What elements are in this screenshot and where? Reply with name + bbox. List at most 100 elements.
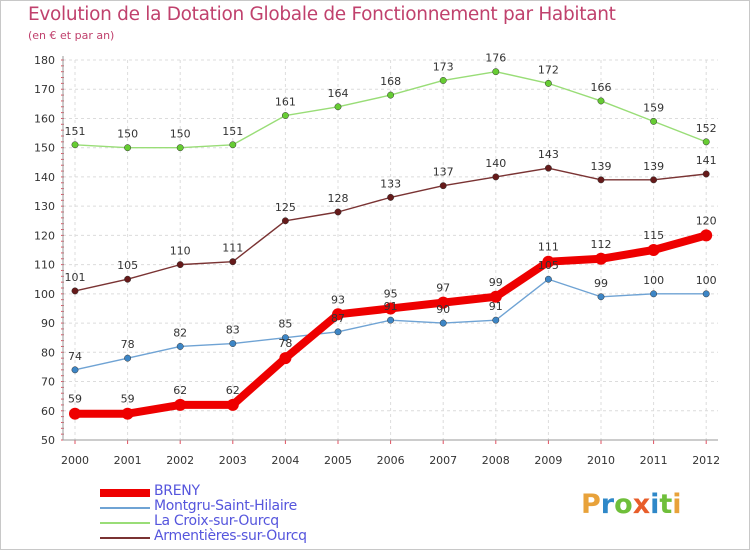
data-point bbox=[71, 141, 79, 149]
data-point bbox=[384, 302, 397, 315]
grid bbox=[63, 59, 718, 441]
data-label: 159 bbox=[643, 101, 664, 114]
data-label: 99 bbox=[489, 276, 503, 289]
legend-swatch bbox=[100, 537, 150, 539]
data-point bbox=[124, 354, 132, 362]
y-tick-label: 150 bbox=[34, 142, 55, 155]
x-tick-label: 2002 bbox=[166, 454, 194, 467]
data-label: 151 bbox=[65, 125, 86, 138]
x-tick-label: 2001 bbox=[114, 454, 142, 467]
data-point bbox=[332, 308, 344, 321]
data-label: 173 bbox=[433, 60, 454, 73]
data-label: 99 bbox=[594, 277, 608, 290]
data-label: 83 bbox=[226, 324, 240, 337]
data-label: 101 bbox=[65, 271, 86, 284]
data-point bbox=[334, 103, 342, 111]
data-point bbox=[597, 293, 605, 301]
logo-letter: t bbox=[659, 489, 673, 520]
data-point bbox=[702, 290, 710, 298]
data-point bbox=[492, 173, 500, 181]
data-labels: 151 150 150 151 161 164 168 173 176 172 166 159 152 1… bbox=[65, 52, 717, 406]
data-label: 59 bbox=[68, 393, 82, 406]
data-label: 172 bbox=[538, 63, 559, 76]
data-point bbox=[226, 398, 239, 411]
data-point bbox=[650, 290, 658, 298]
data-label: 111 bbox=[222, 242, 243, 255]
data-label: 100 bbox=[696, 274, 717, 287]
data-point bbox=[121, 407, 134, 420]
legend-label: Armentières-sur-Ourcq bbox=[154, 528, 307, 544]
y-tick-label: 50 bbox=[41, 434, 55, 447]
data-point bbox=[544, 275, 552, 283]
data-point bbox=[229, 141, 237, 149]
chart-subtitle: (en € et par an) bbox=[28, 29, 115, 42]
data-point bbox=[702, 138, 710, 146]
data-label: 74 bbox=[68, 350, 82, 363]
data-point bbox=[700, 229, 713, 242]
data-point bbox=[69, 407, 81, 420]
y-tick-label: 110 bbox=[34, 259, 55, 272]
data-point bbox=[650, 117, 658, 125]
x-tick-label: 2004 bbox=[271, 454, 299, 467]
data-point bbox=[439, 182, 447, 190]
data-point bbox=[71, 366, 79, 374]
data-label: 91 bbox=[384, 300, 398, 313]
logo-letter: r bbox=[600, 489, 615, 520]
x-tick-label: 2011 bbox=[640, 454, 668, 467]
data-point bbox=[281, 112, 289, 119]
data-label: 140 bbox=[485, 157, 506, 170]
y-tick-label: 70 bbox=[41, 376, 55, 389]
data-point bbox=[281, 217, 289, 225]
data-point bbox=[334, 208, 342, 216]
data-point bbox=[650, 176, 658, 184]
data-point bbox=[387, 316, 395, 324]
data-point bbox=[281, 334, 289, 342]
data-point bbox=[702, 170, 710, 178]
data-point bbox=[229, 340, 237, 347]
data-label: 90 bbox=[436, 303, 450, 316]
data-label: 141 bbox=[696, 154, 717, 167]
data-label: 112 bbox=[591, 238, 612, 251]
data-label: 137 bbox=[433, 166, 454, 179]
legend-label: La Croix-sur-Ourcq bbox=[154, 513, 279, 529]
y-tick-label: 60 bbox=[41, 405, 55, 418]
data-point bbox=[544, 79, 552, 87]
y-tick-label: 170 bbox=[34, 83, 55, 96]
data-label: 151 bbox=[222, 125, 243, 138]
data-label: 111 bbox=[538, 241, 559, 254]
legend-swatch bbox=[100, 522, 150, 524]
data-label: 100 bbox=[643, 274, 664, 287]
data-label: 62 bbox=[226, 384, 240, 397]
data-label: 59 bbox=[121, 393, 135, 406]
data-point bbox=[176, 343, 184, 350]
data-point bbox=[279, 352, 292, 365]
data-point bbox=[124, 144, 132, 152]
data-point bbox=[174, 398, 187, 411]
data-point bbox=[544, 164, 552, 172]
data-point bbox=[176, 144, 184, 152]
data-point bbox=[647, 244, 660, 256]
y-tick-label: 90 bbox=[41, 317, 55, 330]
y-tick-label: 130 bbox=[34, 200, 55, 213]
data-label: 78 bbox=[121, 338, 135, 351]
x-tick-label: 2006 bbox=[377, 454, 405, 467]
x-tick-label: 2003 bbox=[219, 454, 247, 467]
axes: 50 60 70 80 90 100 110 120 130 140 150 160 170 180 200… bbox=[34, 54, 720, 467]
data-point bbox=[597, 176, 605, 184]
data-point bbox=[387, 91, 395, 99]
data-label: 105 bbox=[538, 259, 559, 272]
data-label: 168 bbox=[380, 75, 401, 88]
y-tick-label: 180 bbox=[34, 54, 55, 67]
data-point bbox=[492, 316, 500, 324]
data-point bbox=[542, 255, 555, 268]
data-label: 139 bbox=[643, 160, 664, 173]
series-lines bbox=[69, 68, 713, 420]
y-tick-label: 100 bbox=[34, 288, 55, 301]
data-point bbox=[439, 319, 447, 327]
logo-letter: i bbox=[672, 489, 682, 520]
data-label: 164 bbox=[328, 87, 349, 100]
data-point bbox=[71, 287, 79, 295]
data-label: 133 bbox=[380, 177, 401, 190]
